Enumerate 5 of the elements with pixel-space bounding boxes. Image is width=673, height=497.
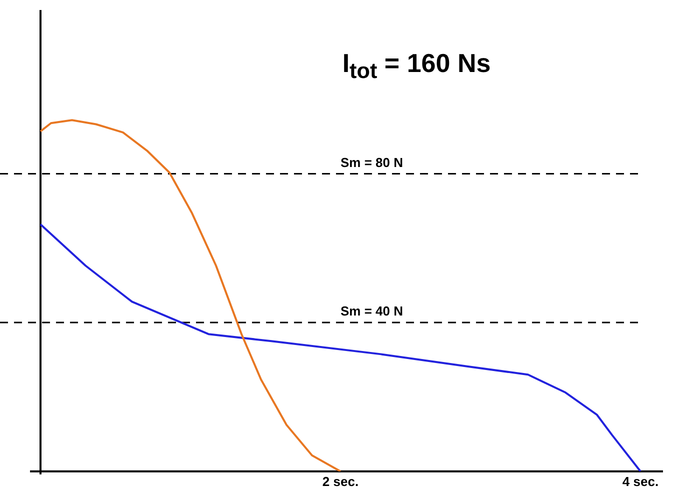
text: I$_{tot}$ = 160 Ns bbox=[341, 48, 492, 84]
ref-line-label: Sm = 80 N bbox=[340, 154, 404, 170]
ref-line-label: Sm = 40 N bbox=[340, 304, 404, 319]
x-tick-label: 2 sec. bbox=[322, 474, 359, 489]
x-tick-label: 4 sec. bbox=[622, 474, 659, 489]
